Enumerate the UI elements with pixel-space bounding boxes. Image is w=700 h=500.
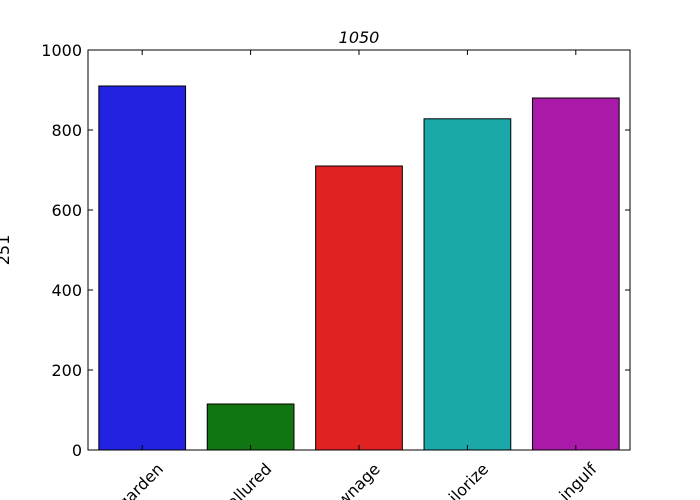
x-tick-label: allured [223,459,275,500]
y-ticks-group: 0 200 400 600 800 1000 [41,41,630,460]
x-tick-label: tailorize [434,459,493,500]
bar-allured [206,403,295,451]
x-tick-label: ingulf [555,459,600,500]
bars-group [98,85,620,451]
y-tick-label: 1000 [41,41,82,60]
y-tick-label: 600 [51,201,82,220]
y-tick-label: 800 [51,121,82,140]
y-tick-label: 0 [72,441,82,460]
bar-garden [98,85,187,451]
plot-frame [87,49,631,451]
chart-title: 1050 [339,28,380,47]
y-tick-label: 400 [51,281,82,300]
y-axis-label: 251 [0,235,13,266]
bar-wnage [315,165,403,451]
x-tick-label: garden [114,459,167,500]
bar-ingulf [531,97,620,451]
bar-tailorize [423,118,512,451]
x-tick-label: wnage [333,459,384,500]
y-tick-label: 200 [51,361,82,380]
